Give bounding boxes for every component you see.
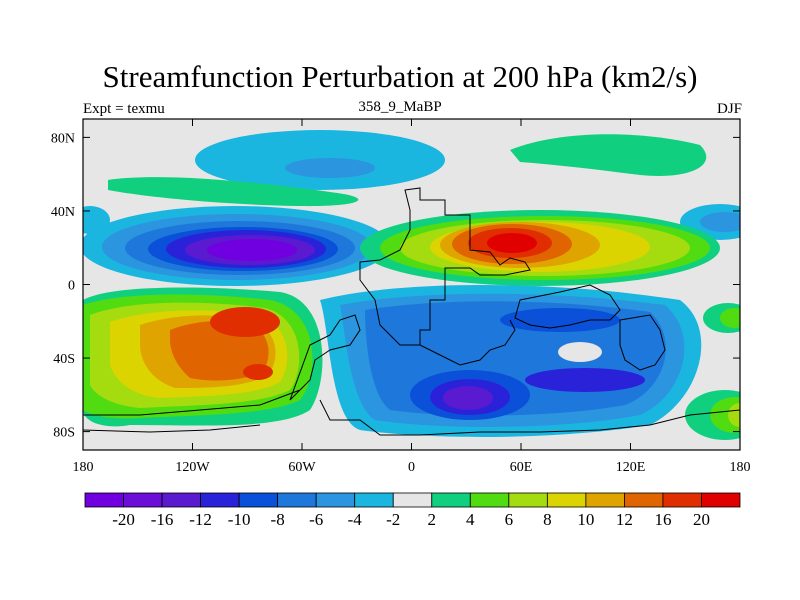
x-tick-label: 60E: [510, 460, 533, 475]
coastline-antarctic-east: [319, 399, 740, 436]
colorbar-label: 2: [428, 510, 437, 529]
colorbar-swatch: [315, 492, 356, 508]
y-tick-label: 40S: [53, 352, 75, 367]
colorbar-label: 16: [654, 510, 671, 529]
colorbar-label: 6: [505, 510, 514, 529]
x-tick-label: 180: [73, 460, 94, 475]
coastline-antarctic-shelf: [83, 424, 261, 433]
x-tick-label: 120W: [175, 460, 210, 475]
colorbar-label: 20: [693, 510, 710, 529]
colorbar-swatch: [662, 492, 702, 508]
coastline-asia-south: [514, 284, 621, 329]
contour-fields: [83, 130, 740, 440]
y-tick-label: 80S: [53, 426, 75, 441]
positive-anomaly-southeast: [685, 303, 740, 440]
colorbar-swatch: [392, 492, 433, 508]
colorbar-label: 4: [466, 510, 475, 529]
map-title: Streamfunction Perturbation at 200 hPa (…: [102, 59, 698, 94]
colorbar-label: -12: [189, 510, 212, 529]
colorbar-swatch: [161, 492, 201, 508]
colorbar-swatch: [624, 492, 664, 508]
negative-anomaly-north: [83, 206, 390, 286]
experiment-label: Expt = texmu: [83, 101, 165, 117]
x-tick-label: 120E: [616, 460, 646, 475]
colorbar-label: -20: [112, 510, 135, 529]
colorbar-swatch: [277, 492, 317, 508]
colorbar-label: -6: [309, 510, 323, 529]
positive-anomaly-south: [83, 287, 323, 427]
x-tick-label: 180: [730, 460, 751, 475]
x-tick-label: 0: [408, 460, 415, 475]
colorbar-swatch: [354, 492, 394, 508]
colorbar-label: -2: [386, 510, 400, 529]
y-axis: 80N 40N 0 40S 80S: [51, 131, 740, 441]
x-axis: 180 120W 60W 0 60E 120E 180: [73, 119, 751, 475]
y-tick-label: 0: [68, 279, 75, 294]
coastline-antarctic-west: [83, 389, 301, 416]
colorbar: -20 -16 -12 -10 -8 -6 -4 -2 2 4 6 8 10 12 16 20: [84, 492, 741, 529]
coastline-australia: [619, 314, 666, 371]
coastline-africa: [419, 319, 516, 366]
coastlines: [83, 187, 740, 436]
colorbar-swatch: [585, 492, 625, 508]
colorbar-swatch: [431, 492, 471, 508]
colorbar-swatch: [508, 492, 548, 508]
coastline-south-america: [289, 314, 361, 401]
coastline-eurasia: [359, 187, 531, 346]
colorbar-swatch: [701, 492, 741, 508]
colorbar-swatch: [469, 492, 510, 508]
case-label: 358_9_MaBP: [358, 99, 442, 115]
season-label: DJF: [716, 101, 742, 117]
colorbar-swatch: [84, 492, 124, 508]
colorbar-label: -8: [271, 510, 285, 529]
colorbar-label: 12: [616, 510, 633, 529]
colorbar-swatch: [546, 492, 587, 508]
colorbar-label: -10: [228, 510, 251, 529]
positive-anomaly-north: [360, 210, 720, 286]
colorbar-swatch: [200, 492, 240, 508]
positive-band-north: [108, 134, 707, 207]
colorbar-label: -4: [348, 510, 363, 529]
y-tick-label: 80N: [51, 131, 75, 146]
colorbar-label: 10: [577, 510, 594, 529]
x-tick-label: 60W: [288, 460, 316, 475]
negative-anomaly-arctic: [83, 130, 740, 240]
colorbar-swatch: [238, 492, 279, 508]
y-tick-label: 40N: [51, 205, 75, 220]
colorbar-label: -16: [151, 510, 174, 529]
negative-anomaly-south: [320, 285, 702, 437]
colorbar-label: 8: [543, 510, 552, 529]
colorbar-swatch: [123, 492, 163, 508]
